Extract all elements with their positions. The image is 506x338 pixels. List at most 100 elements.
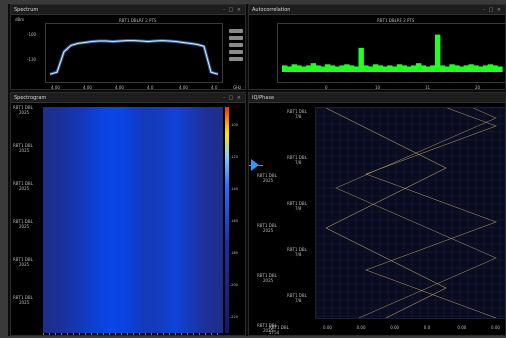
analyzer-app: Spectrum - □ × dBm RBT1 DBLRF 2 PTS -100… <box>8 4 506 336</box>
spectrogram-panel: Spectrogram - □ × RBT1 DBL 2025 RBT1 DBL 20… <box>10 92 246 336</box>
spectrum-xtick-3: 4.00 <box>115 85 124 90</box>
spectrum-xtick-4: 4.0 <box>147 85 154 90</box>
iq-marker-icon[interactable] <box>251 159 259 171</box>
spectrum-ytick-2: -130 <box>27 57 37 62</box>
spectrogram-bottom-axis <box>43 333 223 335</box>
iq-left-time-label: 2025 <box>263 228 274 233</box>
spectrum-panel: Spectrum - □ × dBm RBT1 DBLRF 2 PTS -100… <box>10 4 246 90</box>
spectrum-xtick-1: 4.00 <box>51 85 60 90</box>
iq-left-time-label: 2025 <box>263 278 274 283</box>
spectrum-chart <box>49 39 219 76</box>
spectrum-plot[interactable] <box>45 23 223 83</box>
iq-right-time-label: RBT1 DBL <box>287 201 307 206</box>
spectrum-trace-glow <box>49 39 219 76</box>
autocorrelation-xtick-2: 10 <box>375 85 381 90</box>
spectrum-side-button-2[interactable] <box>229 36 243 40</box>
autocorrelation-bar <box>344 64 350 72</box>
colorbar-tick: -180 <box>230 251 238 255</box>
autocorrelation-bar <box>392 66 398 72</box>
autocorrelation-bar <box>497 66 503 72</box>
autocorrelation-bar <box>286 66 293 72</box>
autocorrelation-title: Autocorrelation <box>249 5 505 15</box>
iq-chart <box>316 108 505 318</box>
spectrum-xtick-6: 4.0 <box>211 85 218 90</box>
autocorrelation-window-controls[interactable]: - □ × <box>483 7 502 13</box>
spectrogram-time-label: RBT1 DBL <box>13 257 33 262</box>
spectrum-window-controls[interactable]: - □ × <box>223 7 242 13</box>
iq-xtick-4: 0.0 <box>423 325 431 330</box>
autocorrelation-xtick-1: 0 <box>325 85 328 90</box>
iq-xtick-3: 0.00 <box>390 325 400 330</box>
iq-plot[interactable] <box>315 107 505 319</box>
colorbar-tick: -100 <box>230 123 238 127</box>
autocorrelation-bar <box>291 64 297 72</box>
autocorrelation-plot[interactable] <box>277 23 505 83</box>
spectrogram-time-label: RBT1 DBL <box>13 219 33 224</box>
spectrum-side-button-4[interactable] <box>229 50 243 54</box>
autocorrelation-bar <box>296 65 302 72</box>
autocorrelation-bar <box>349 65 355 72</box>
autocorrelation-bar <box>353 66 360 72</box>
spectrum-ytick-1: -100 <box>27 32 37 37</box>
spectrum-side-button-1[interactable] <box>229 29 243 33</box>
spectrogram-time-label: 2025 <box>19 224 30 229</box>
spectrogram-time-label: RBT1 DBL <box>13 143 33 148</box>
colorbar-tick: -120 <box>230 155 238 159</box>
autocorrelation-bar <box>325 64 331 72</box>
autocorrelation-bar <box>444 66 450 72</box>
autocorrelation-bar <box>368 66 374 72</box>
colorbar-tick: -220 <box>230 315 238 319</box>
iq-bottom-label: RBT1 DBL 5754 <box>269 325 289 335</box>
spectrogram-plot[interactable] <box>43 107 223 333</box>
autocorrelation-bar <box>372 64 379 72</box>
autocorrelation-bar <box>415 63 422 72</box>
autocorrelation-bar <box>315 65 321 72</box>
iq-right-time-label: RBT1 DBL <box>287 247 307 252</box>
autocorrelation-bar <box>358 47 364 72</box>
iq-left-time-label: RBT1 DBL <box>257 273 277 278</box>
autocorrelation-bar <box>478 66 484 72</box>
iq-right-time-label: 7/8 <box>295 298 302 303</box>
spectrum-side-button-5[interactable] <box>229 57 243 61</box>
iq-trace-2 <box>365 108 497 318</box>
autocorrelation-bar <box>396 64 403 72</box>
iq-right-time-label: 7/8 <box>295 206 302 211</box>
autocorrelation-chart <box>282 34 503 72</box>
colorbar-tick: -140 <box>230 187 238 191</box>
iq-xtick-2: 0.00 <box>356 325 366 330</box>
spectrogram-window-controls[interactable]: - □ × <box>223 95 242 101</box>
autocorrelation-bar <box>382 66 388 72</box>
autocorrelation-bar <box>492 65 498 72</box>
iq-left-time-label: RBT1 DBL <box>257 173 277 178</box>
iq-right-time-label: RBT1 DBL <box>287 109 307 114</box>
iq-right-time-label: RBT1 DBL <box>287 293 307 298</box>
iq-left-time-label: 2025 <box>263 178 274 183</box>
autocorrelation-bar <box>310 63 317 72</box>
spectrogram-time-label: 2025 <box>19 110 30 115</box>
colorbar-tick: -160 <box>230 219 238 223</box>
iq-right-time-label: RBT1 DBL <box>287 155 307 160</box>
autocorrelation-bar <box>425 66 431 72</box>
autocorrelation-bar <box>459 66 465 72</box>
iq-xtick-1: 0.00 <box>323 325 332 330</box>
autocorrelation-bar <box>420 65 427 72</box>
spectrogram-time-label: 2025 <box>19 148 30 153</box>
spectrogram-colorbar <box>225 107 229 333</box>
autocorrelation-bar <box>305 65 312 72</box>
spectrum-x-unit: GHz <box>233 85 242 90</box>
iq-right-time-label: 7/8 <box>295 252 302 257</box>
spectrogram-time-label: 2025 <box>19 262 30 267</box>
iq-xtick-5: 0.00 <box>457 325 467 330</box>
spectrogram-time-label: RBT1 DBL <box>13 105 33 110</box>
autocorrelation-bar <box>329 65 336 72</box>
iq-left-time-label: 2025 <box>263 328 274 333</box>
iq-title: IQ/Phase <box>249 93 505 103</box>
spectrum-xtick-2: 4.00 <box>83 85 92 90</box>
spectrum-side-button-3[interactable] <box>229 43 243 47</box>
autocorrelation-bar <box>387 65 393 72</box>
autocorrelation-bar <box>411 65 417 72</box>
autocorrelation-bar <box>468 64 474 72</box>
autocorrelation-panel: Autocorrelation - □ × RBT1 DBLRF 2 PTS 0… <box>248 4 506 90</box>
iq-right-time-label: 7/8 <box>295 114 302 119</box>
spectrum-trace <box>49 40 219 75</box>
